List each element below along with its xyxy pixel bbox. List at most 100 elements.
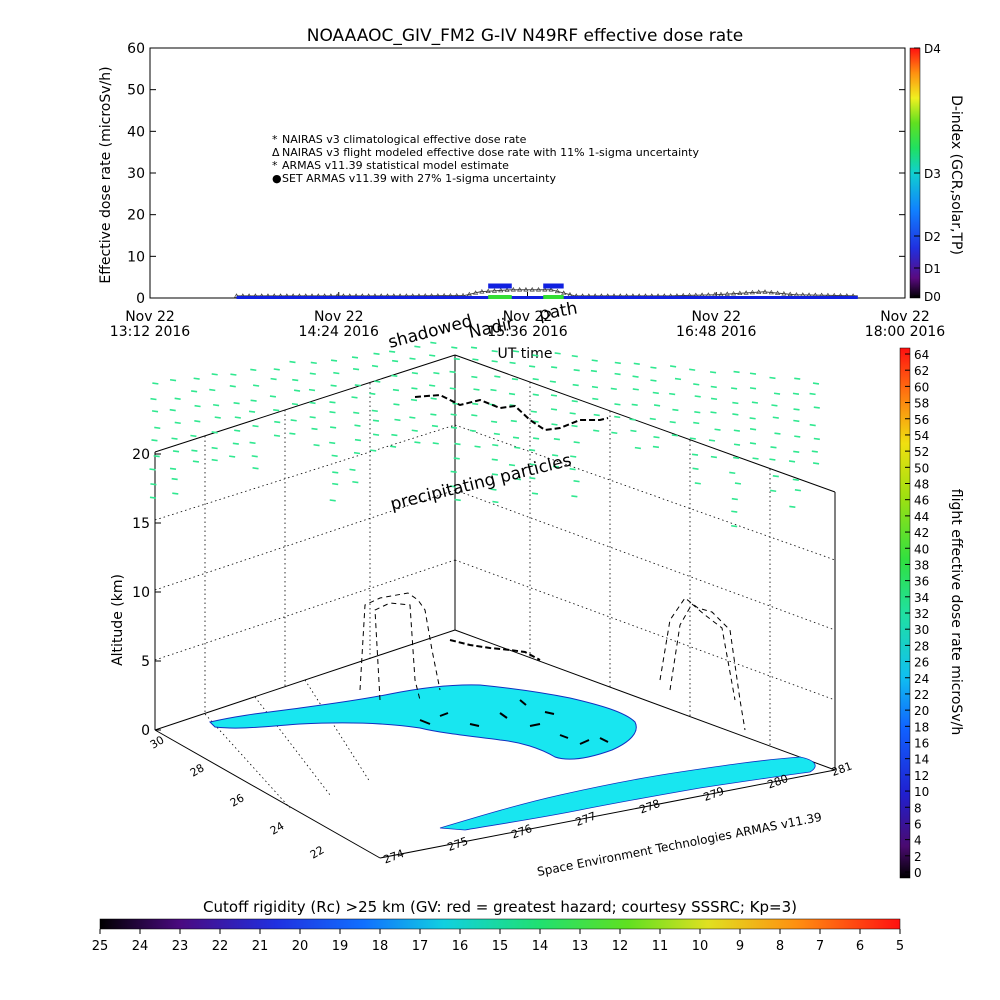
particle-mark: [532, 354, 539, 357]
shadowed-path: [414, 393, 609, 661]
top-y-axis-label: Effective dose rate (microSv/h): [98, 66, 114, 283]
right-tick-label: 12: [914, 769, 929, 783]
particle-mark: [749, 417, 756, 420]
particle-mark: [270, 377, 277, 381]
particle-mark: [529, 463, 536, 466]
particle-mark: [794, 489, 802, 492]
particle-mark: [253, 384, 260, 387]
nairas-triangle-marker: [768, 289, 774, 295]
x-tick-label: 16:48 2016: [676, 324, 757, 340]
particle-mark: [614, 372, 621, 376]
particle-mark: [373, 352, 380, 356]
particle-mark: [593, 413, 600, 417]
particle-mark: [191, 449, 198, 452]
nairas-triangle-marker: [743, 290, 749, 295]
bottom-tick-label: 24: [132, 939, 149, 954]
bottom-tick-label: 14: [532, 939, 549, 954]
particle-mark: [151, 410, 159, 413]
particle-mark: [329, 441, 336, 445]
dindex-tick-label: D2: [924, 230, 941, 244]
particle-mark: [289, 432, 296, 435]
right-tick-label: 32: [914, 607, 929, 621]
bottom-tick-label: 19: [332, 939, 349, 954]
particle-mark: [730, 387, 738, 390]
y-tick-label: 60: [127, 41, 145, 57]
particle-mark: [371, 364, 379, 368]
right-tick-label: 24: [914, 672, 929, 686]
particle-mark: [471, 375, 478, 379]
particle-mark: [793, 408, 800, 411]
particle-mark: [733, 456, 740, 460]
particle-mark: [751, 401, 759, 404]
particle-mark: [571, 424, 578, 428]
dindex-tick-label: D4: [924, 42, 941, 56]
particle-mark: [332, 471, 339, 474]
particle-mark: [470, 346, 478, 349]
particle-mark: [411, 429, 418, 432]
altitude-tick-label: 10: [132, 585, 150, 601]
right-tick-label: 36: [914, 575, 929, 589]
particle-mark: [508, 463, 516, 467]
particle-mark: [710, 397, 718, 401]
particle-mark: [530, 410, 537, 413]
x-tick-label: Nov 22: [880, 309, 930, 325]
right-tick-label: 58: [914, 397, 929, 411]
scene-gridlines: [154, 382, 836, 809]
particle-mark: [370, 449, 377, 452]
particle-mark: [794, 435, 801, 438]
bottom-tick-label: 12: [612, 939, 629, 954]
nairas-triangle-marker: [479, 289, 485, 294]
legend-symbol: *: [272, 159, 278, 172]
particle-mark: [232, 442, 239, 445]
particle-mark: [669, 365, 677, 368]
nairas-triangle-marker: [781, 291, 787, 296]
particle-mark: [770, 446, 777, 449]
right-tick-label: 22: [914, 688, 929, 702]
right-tick-label: 10: [914, 785, 929, 799]
scene-frame: [154, 354, 836, 859]
bottom-tick-label: 10: [692, 939, 709, 954]
bottom-tick-label: 13: [572, 939, 589, 954]
right-colorbar: 6462605856545250484644424038363432302826…: [899, 347, 964, 880]
particle-mark: [569, 467, 576, 471]
right-tick-label: 20: [914, 704, 929, 718]
particle-mark: [174, 397, 181, 400]
longitude-tick-label: 278: [638, 797, 662, 816]
nairas-triangle-marker: [787, 291, 793, 297]
particle-mark: [551, 454, 559, 457]
nairas-triangle-marker: [749, 289, 755, 295]
right-colorbar-ticks: 6462605856545250484644424038363432302826…: [905, 348, 929, 880]
right-tick-label: 2: [914, 850, 922, 864]
armas-stat-bar: [488, 295, 512, 299]
particle-mark: [292, 378, 299, 382]
y-tick-label: 30: [127, 166, 145, 182]
particle-mark: [792, 478, 799, 481]
particle-mark: [731, 524, 738, 528]
particle-mark: [812, 462, 820, 465]
bottom-colorbar: Cutoff rigidity (Rc) >25 km (GV: red = g…: [92, 898, 904, 954]
particle-mark: [593, 429, 600, 432]
particle-mark: [569, 412, 576, 415]
particle-mark: [471, 414, 478, 417]
particle-mark: [430, 397, 437, 400]
particle-mark: [573, 480, 580, 483]
particle-mark: [453, 457, 460, 460]
particle-mark: [550, 394, 558, 397]
particle-mark: [211, 373, 218, 376]
particle-mark: [411, 371, 419, 375]
nairas-triangle-marker: [554, 288, 560, 294]
particle-mark: [450, 470, 457, 474]
particle-mark: [431, 424, 439, 428]
particle-mark: [249, 441, 256, 445]
particle-mark: [449, 370, 456, 374]
particle-mark: [571, 400, 578, 403]
particle-mark: [313, 443, 320, 447]
legend-symbol: *: [272, 133, 278, 146]
x-tick-label: 13:12 2016: [110, 324, 191, 340]
bottom-tick-label: 11: [652, 939, 669, 954]
particle-mark: [729, 471, 736, 475]
particle-mark: [694, 411, 701, 414]
particle-mark: [250, 399, 257, 402]
